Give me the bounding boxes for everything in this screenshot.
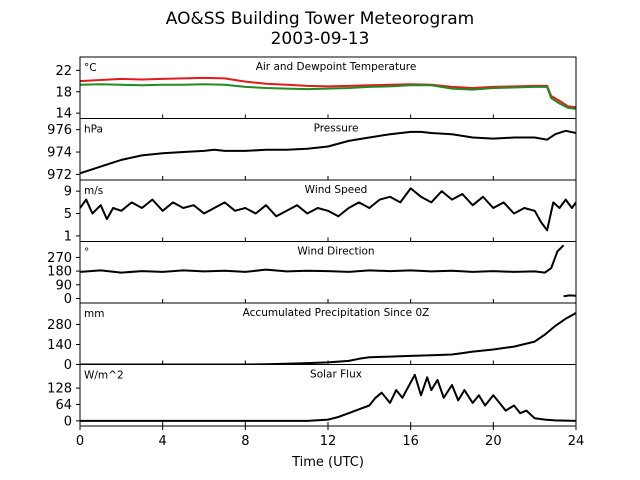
panel-unit-4: mm [84, 308, 104, 320]
panel-unit-3: ° [84, 247, 89, 259]
series-line-0-0 [80, 76, 576, 109]
y-tick-label-1-1: 974 [47, 146, 72, 161]
panel-title-3: Wind Direction [297, 246, 374, 258]
panel-unit-5: W/m^2 [84, 370, 124, 382]
x-tick-label-6: 24 [568, 434, 585, 449]
y-tick-label-4-1: 140 [47, 338, 72, 353]
y-tick-label-5-1: 64 [55, 398, 72, 413]
panel-unit-1: hPa [84, 124, 103, 136]
y-tick-label-0-1: 18 [55, 85, 72, 100]
y-tick-label-5-0: 0 [64, 414, 72, 429]
chart-subtitle: 2003-09-13 [271, 29, 370, 49]
y-tick-label-0-0: 14 [55, 107, 72, 122]
y-tick-label-3-0: 0 [64, 292, 72, 307]
panel-unit-2: m/s [84, 185, 103, 197]
x-tick-label-1: 4 [159, 434, 167, 449]
x-tick-label-3: 12 [320, 434, 337, 449]
y-tick-label-3-2: 180 [47, 265, 72, 280]
series-line-2-0 [80, 187, 576, 232]
series-line-5-0 [80, 373, 576, 422]
y-tick-label-1-2: 976 [47, 123, 72, 138]
y-tick-label-2-0: 1 [64, 229, 72, 244]
x-tick-label-0: 0 [76, 434, 84, 449]
panel-4: 0 140 280 mm Accumulated Precipitation Since… [47, 302, 577, 373]
x-tick-label-2: 8 [241, 434, 249, 449]
y-tick-label-4-2: 280 [47, 318, 72, 333]
y-tick-label-4-0: 0 [64, 358, 72, 373]
series-line-1-0 [80, 129, 576, 175]
x-tick-label-4: 16 [402, 434, 419, 449]
x-axis-label: Time (UTC) [291, 455, 364, 470]
panel-0: 14 18 22 °C Air and Dewpoint Temperature [55, 56, 577, 122]
panel-2: 1 5 9 m/s Wind Speed [64, 179, 577, 244]
panel-title-5: Solar Flux [310, 369, 362, 381]
chart-title: AO&SS Building Tower Meteorogram [166, 9, 474, 29]
series-line-3-0 [80, 244, 565, 274]
series-line-4-0 [80, 312, 576, 365]
x-axis: 0 4 8 12 16 20 24 [76, 426, 584, 449]
y-tick-label-1-0: 972 [47, 168, 72, 183]
panel-title-2: Wind Speed [305, 184, 368, 196]
panel-title-4: Accumulated Precipitation Since 0Z [243, 307, 430, 319]
y-tick-label-3-1: 90 [55, 278, 72, 293]
series-line-3-1 [563, 294, 576, 298]
y-tick-label-2-2: 9 [64, 185, 72, 200]
y-tick-label-2-1: 5 [64, 207, 72, 222]
panel-title-0: Air and Dewpoint Temperature [256, 61, 417, 73]
panel-unit-0: °C [84, 62, 97, 74]
y-tick-label-3-3: 270 [47, 251, 72, 266]
y-tick-label-0-2: 22 [55, 64, 72, 79]
y-tick-label-5-2: 128 [47, 382, 72, 397]
x-tick-label-5: 20 [485, 434, 502, 449]
panel-title-1: Pressure [314, 123, 359, 135]
panel-1: 972 974 976 hPa Pressure [47, 118, 577, 183]
series-line-0-1 [80, 83, 576, 110]
